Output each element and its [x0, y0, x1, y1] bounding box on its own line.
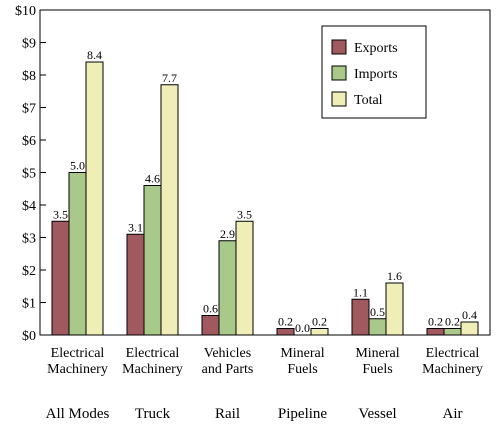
data-labels: 3.55.08.43.14.67.70.62.93.50.2 0.0 0.21.10…	[53, 48, 477, 335]
category-label: Machinery	[422, 362, 483, 377]
data-label-total-1: 7.7	[162, 71, 177, 85]
category-label: Mineral	[280, 346, 324, 361]
category-label: Electrical	[126, 346, 180, 361]
y-tick-label: $7	[22, 102, 36, 117]
y-tick-label: $0	[22, 329, 36, 344]
bar-total-4	[385, 282, 404, 336]
category-label: Electrical	[51, 346, 105, 361]
data-label-exports-2: 0.6	[203, 302, 218, 316]
data-label-exports-5: 0.2	[428, 315, 443, 329]
y-axis: $0 $1 $2 $3 $4 $5 $6 $7 $8 $9 $10	[15, 4, 46, 344]
bar-total-3	[310, 328, 329, 336]
category-label: Electrical	[426, 346, 480, 361]
legend-label-exports: Exports	[354, 41, 398, 56]
mode-label: Pipeline	[278, 406, 328, 422]
bar-imports-5	[443, 328, 462, 336]
bar-exports-0	[51, 220, 70, 336]
bar-total-2	[235, 220, 254, 336]
y-tick-label: $3	[22, 232, 36, 247]
bar-total-0	[85, 61, 104, 336]
data-label-total-3: 0.2	[312, 315, 327, 329]
y-tick-label: $8	[22, 69, 36, 84]
data-label-imports-4: 0.5	[370, 305, 385, 319]
data-label-exports-4: 1.1	[353, 285, 368, 299]
data-label-total-0: 8.4	[87, 48, 102, 62]
category-label: Mineral	[355, 346, 399, 361]
legend-swatch-exports	[331, 39, 347, 55]
legend-swatch-total	[331, 91, 347, 107]
category-label: Machinery	[122, 362, 183, 377]
data-label-total-2: 3.5	[237, 207, 252, 221]
legend-label-total: Total	[354, 93, 383, 108]
bar-total-1	[160, 84, 179, 336]
bar-exports-5	[426, 328, 445, 336]
bars	[51, 61, 479, 336]
bar-imports-4	[368, 318, 387, 336]
data-label-imports-1: 4.6	[145, 172, 160, 186]
data-label-imports-0: 5.0	[70, 159, 85, 173]
y-tick-label: $2	[22, 264, 36, 279]
y-tick-label: $9	[22, 37, 36, 52]
category-label: Vehicles	[204, 346, 251, 361]
bar-imports-1	[143, 185, 162, 336]
category-label: and Parts	[202, 362, 254, 377]
bar-exports-2	[201, 315, 220, 336]
data-label-imports-3: 0.0	[295, 321, 310, 335]
category-label: Fuels	[287, 362, 317, 377]
bar-exports-4	[351, 298, 370, 336]
y-tick-label: $5	[22, 167, 36, 182]
legend-swatch-imports	[331, 65, 347, 81]
y-tick-label: $10	[15, 4, 36, 19]
y-tick-label: $4	[22, 199, 36, 214]
bar-exports-1	[126, 233, 145, 336]
data-label-imports-2: 2.9	[220, 227, 235, 241]
bar-imports-2	[218, 240, 237, 336]
mode-label: Air	[443, 406, 463, 422]
data-label-exports-0: 3.5	[53, 207, 68, 221]
legend-label-imports: Imports	[354, 67, 398, 82]
data-label-total-5: 0.4	[462, 308, 477, 322]
mode-label: Truck	[135, 406, 171, 422]
category-label: Fuels	[362, 362, 392, 377]
y-tick-label: $6	[22, 134, 36, 149]
data-label-total-4: 1.6	[387, 269, 402, 283]
y-tick-label: $1	[22, 297, 36, 312]
bar-imports-0	[68, 172, 87, 336]
mode-label: Vessel	[358, 406, 396, 422]
mode-label: All Modes	[46, 406, 110, 422]
mode-label: Rail	[215, 406, 240, 422]
data-label-imports-5: 0.2	[445, 315, 460, 329]
bar-exports-3	[276, 328, 295, 336]
data-label-exports-3: 0.2	[278, 315, 293, 329]
legend: Exports Imports Total	[321, 25, 427, 119]
category-label: Machinery	[47, 362, 108, 377]
bar-total-5	[460, 321, 479, 336]
data-label-exports-1: 3.1	[128, 220, 143, 234]
